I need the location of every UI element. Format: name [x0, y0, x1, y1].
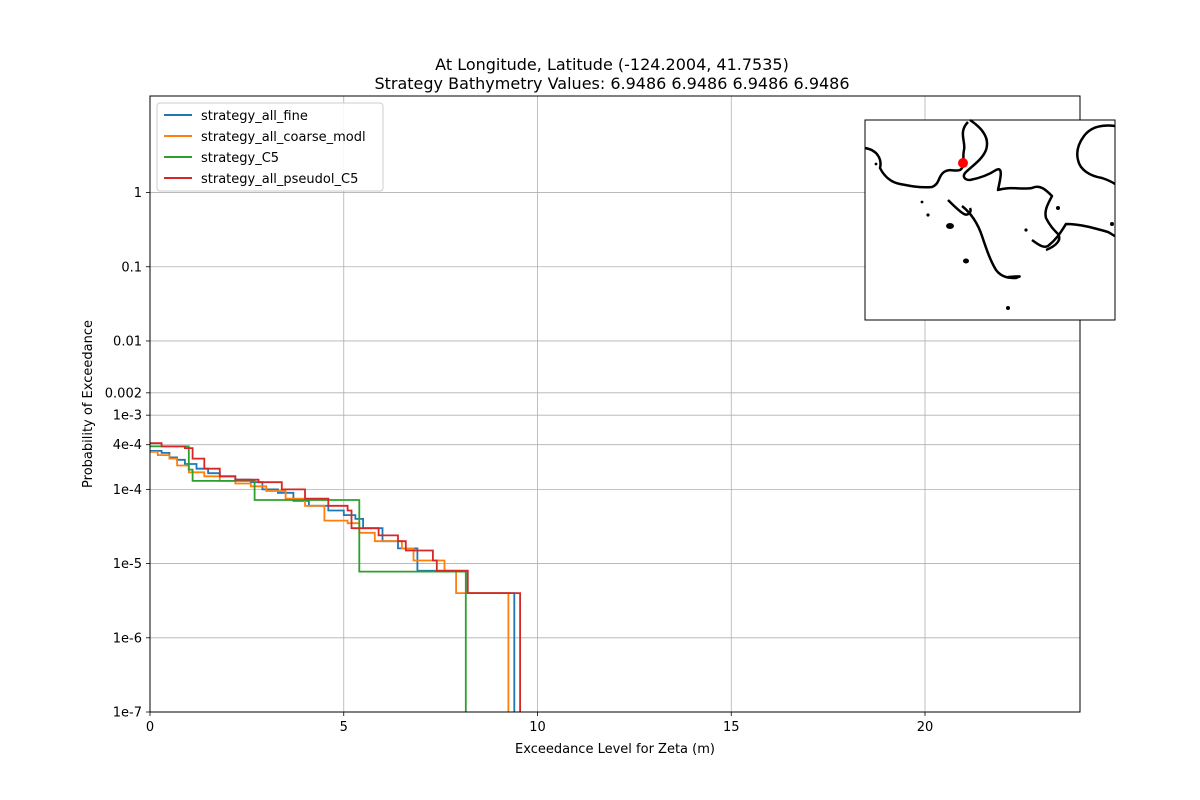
inset-map: [864, 118, 1116, 321]
island-3: [1006, 306, 1010, 310]
coastline: [864, 118, 1116, 280]
y-tick-label-1e-6: 1e-6: [113, 631, 142, 646]
y-tick-label-1e-5: 1e-5: [113, 557, 142, 572]
chart-title-line2: Strategy Bathymetry Values: 6.9486 6.948…: [374, 74, 849, 93]
location-marker: [958, 158, 968, 168]
coastline-islet: [947, 199, 972, 216]
y-axis-label: Probability of Exceedance: [81, 320, 96, 488]
island-9: [874, 162, 878, 166]
island-8: [1110, 222, 1114, 226]
plot-area-frame: [149, 95, 1081, 713]
y-tick-label-4e-4: 4e-4: [113, 438, 142, 453]
axis-ticks: 0 5 10 15 20 1 0.1 0.01 0.002 1e-3 4e-4 1e-4 1e-5 1e-…: [105, 186, 933, 735]
y-tick-label-1e-3: 1e-3: [113, 409, 142, 424]
coastline-north: [864, 121, 969, 189]
island-4: [926, 213, 930, 217]
x-tick-label-10: 10: [529, 720, 546, 735]
series-layer: [150, 442, 521, 712]
coastline-spit: [961, 205, 1021, 280]
island-6: [1056, 206, 1060, 210]
coastline-bay: [962, 118, 1061, 252]
x-tick-label-20: 20: [917, 720, 934, 735]
series-line-strategy-all-coarse-modl: [150, 451, 510, 712]
chart-title-line1: At Longitude, Latitude (-124.2004, 41.75…: [435, 55, 789, 74]
island-2: [963, 258, 969, 264]
island-7: [1024, 228, 1028, 232]
y-tick-label-1: 1: [134, 186, 142, 201]
x-tick-label-5: 5: [340, 720, 348, 735]
y-tick-label-0-002: 0.002: [105, 386, 142, 401]
series-line-strategy-c5: [150, 445, 467, 712]
y-tick-label-0-1: 0.1: [121, 260, 142, 275]
legend-entry-strategy-all-pseudol-c5: strategy_all_pseudol_C5: [201, 172, 358, 187]
legend-box: [156, 102, 384, 192]
inset-islands: [874, 162, 1114, 310]
island-5: [920, 200, 924, 204]
coastline-south: [1031, 222, 1116, 248]
legend-entry-strategy-all-fine: strategy_all_fine: [201, 109, 308, 124]
y-tick-label-1e-4: 1e-4: [113, 483, 142, 498]
x-tick-label-15: 15: [723, 720, 740, 735]
x-axis-label: Exceedance Level for Zeta (m): [515, 742, 715, 757]
x-tick-label-0: 0: [146, 720, 154, 735]
coastline-lake: [1076, 124, 1116, 186]
legend-entry-strategy-all-coarse-modl: strategy_all_coarse_modl: [201, 130, 366, 145]
y-tick-label-1e-7: 1e-7: [113, 706, 142, 721]
inset-map-frame: [864, 119, 1116, 321]
series-line-strategy-all-pseudol-c5: [150, 442, 521, 712]
legend-entry-strategy-c5: strategy_C5: [201, 151, 279, 166]
y-tick-label-0-01: 0.01: [113, 334, 142, 349]
island-1: [946, 223, 954, 229]
legend: strategy_all_fine strategy_all_coarse_mo…: [156, 102, 384, 192]
